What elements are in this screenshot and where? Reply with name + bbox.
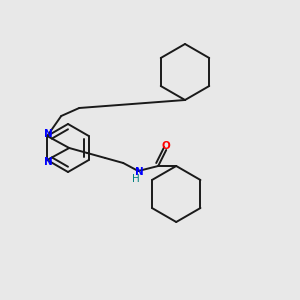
Text: N: N (44, 129, 52, 139)
Text: O: O (162, 141, 171, 151)
Text: H: H (132, 174, 140, 184)
Text: N: N (135, 167, 144, 177)
Text: N: N (44, 157, 52, 167)
